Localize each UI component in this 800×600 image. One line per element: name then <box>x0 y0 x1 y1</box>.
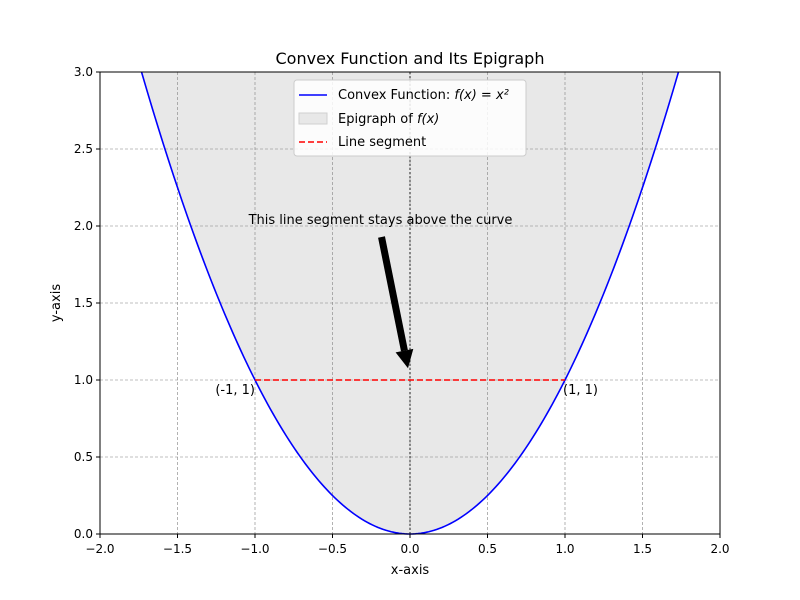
y-tick-label: 0.0 <box>74 527 93 541</box>
y-tick-label: 2.0 <box>74 219 93 233</box>
legend-entry-segment: Line segment <box>338 135 426 150</box>
point-label-right: (1, 1) <box>563 383 598 398</box>
x-tick-label: −2.0 <box>85 542 114 556</box>
y-tick-label: 1.5 <box>74 296 93 310</box>
annotation-arrow <box>378 236 414 369</box>
legend-box <box>293 79 527 157</box>
x-tick-label: 0.5 <box>478 542 497 556</box>
y-tick-label: 2.5 <box>74 142 93 156</box>
chart-title: Convex Function and Its Epigraph <box>276 49 545 68</box>
x-axis-label: x-axis <box>391 563 430 578</box>
arrow-annotation-text: This line segment stays above the curve <box>248 213 513 228</box>
y-ticks: 0.0 0.5 1.0 1.5 2.0 2.5 3.0 <box>74 65 100 541</box>
x-tick-label: 1.5 <box>633 542 652 556</box>
legend: Convex Function: f(x) = x² Epigraph of f… <box>293 79 527 157</box>
y-axis-label: y-axis <box>49 284 64 322</box>
y-tick-label: 0.5 <box>74 450 93 464</box>
legend-entry-epigraph: Epigraph of f(x) <box>338 112 439 127</box>
x-tick-label: −0.5 <box>318 542 347 556</box>
x-tick-label: 2.0 <box>710 542 729 556</box>
legend-swatch-epigraph <box>298 112 328 125</box>
x-ticks: −2.0 −1.5 −1.0 −0.5 0.0 0.5 1.0 1.5 2.0 <box>85 534 730 556</box>
legend-entry-curve: Convex Function: f(x) = x² <box>338 88 509 103</box>
x-tick-label: −1.0 <box>240 542 269 556</box>
x-tick-label: 1.0 <box>555 542 574 556</box>
y-tick-label: 1.0 <box>74 373 93 387</box>
point-label-left: (-1, 1) <box>215 383 255 398</box>
y-tick-label: 3.0 <box>74 65 93 79</box>
x-tick-label: 0.0 <box>400 542 419 556</box>
x-tick-label: −1.5 <box>163 542 192 556</box>
